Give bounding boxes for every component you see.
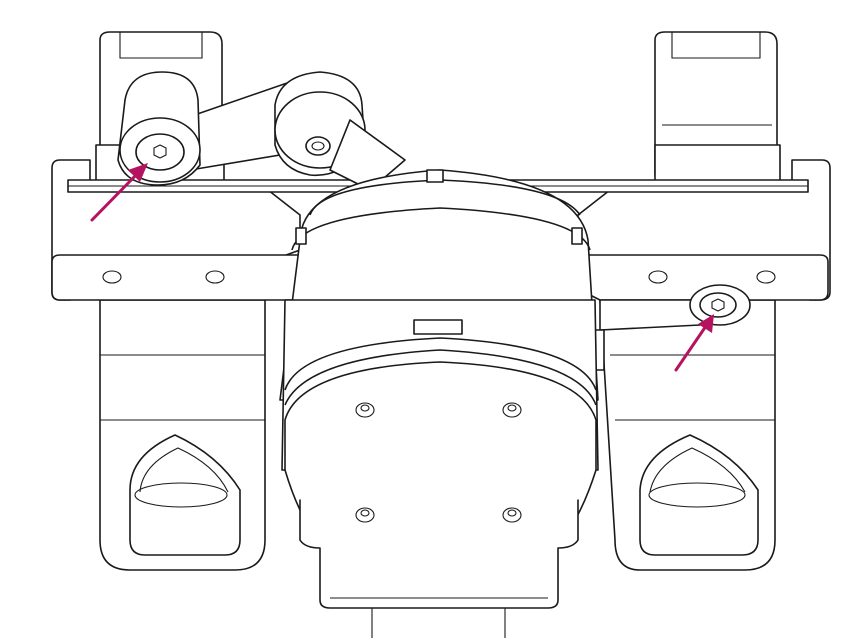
mount-hole bbox=[502, 507, 522, 523]
right-hex-screw bbox=[711, 298, 725, 312]
plate-hole bbox=[648, 270, 668, 284]
right-side-bracket bbox=[599, 299, 776, 571]
mount-hole bbox=[355, 507, 375, 523]
arrow-icon bbox=[698, 314, 714, 333]
motor-body bbox=[279, 169, 605, 609]
linkage-arm bbox=[117, 71, 406, 191]
left-screw-callout bbox=[90, 163, 148, 222]
mount-hole bbox=[355, 402, 375, 418]
right-arm bbox=[599, 284, 751, 331]
left-hex-screw bbox=[153, 144, 167, 159]
plate-hole bbox=[102, 270, 122, 284]
right-screw-callout bbox=[674, 314, 714, 372]
plate-hole bbox=[205, 270, 225, 284]
right-clamp-post bbox=[654, 31, 781, 186]
mount-hole bbox=[502, 402, 522, 418]
lower-stem bbox=[371, 605, 506, 638]
plate-hole bbox=[756, 270, 776, 284]
arrow-icon bbox=[128, 163, 148, 182]
left-side-bracket bbox=[99, 299, 266, 571]
